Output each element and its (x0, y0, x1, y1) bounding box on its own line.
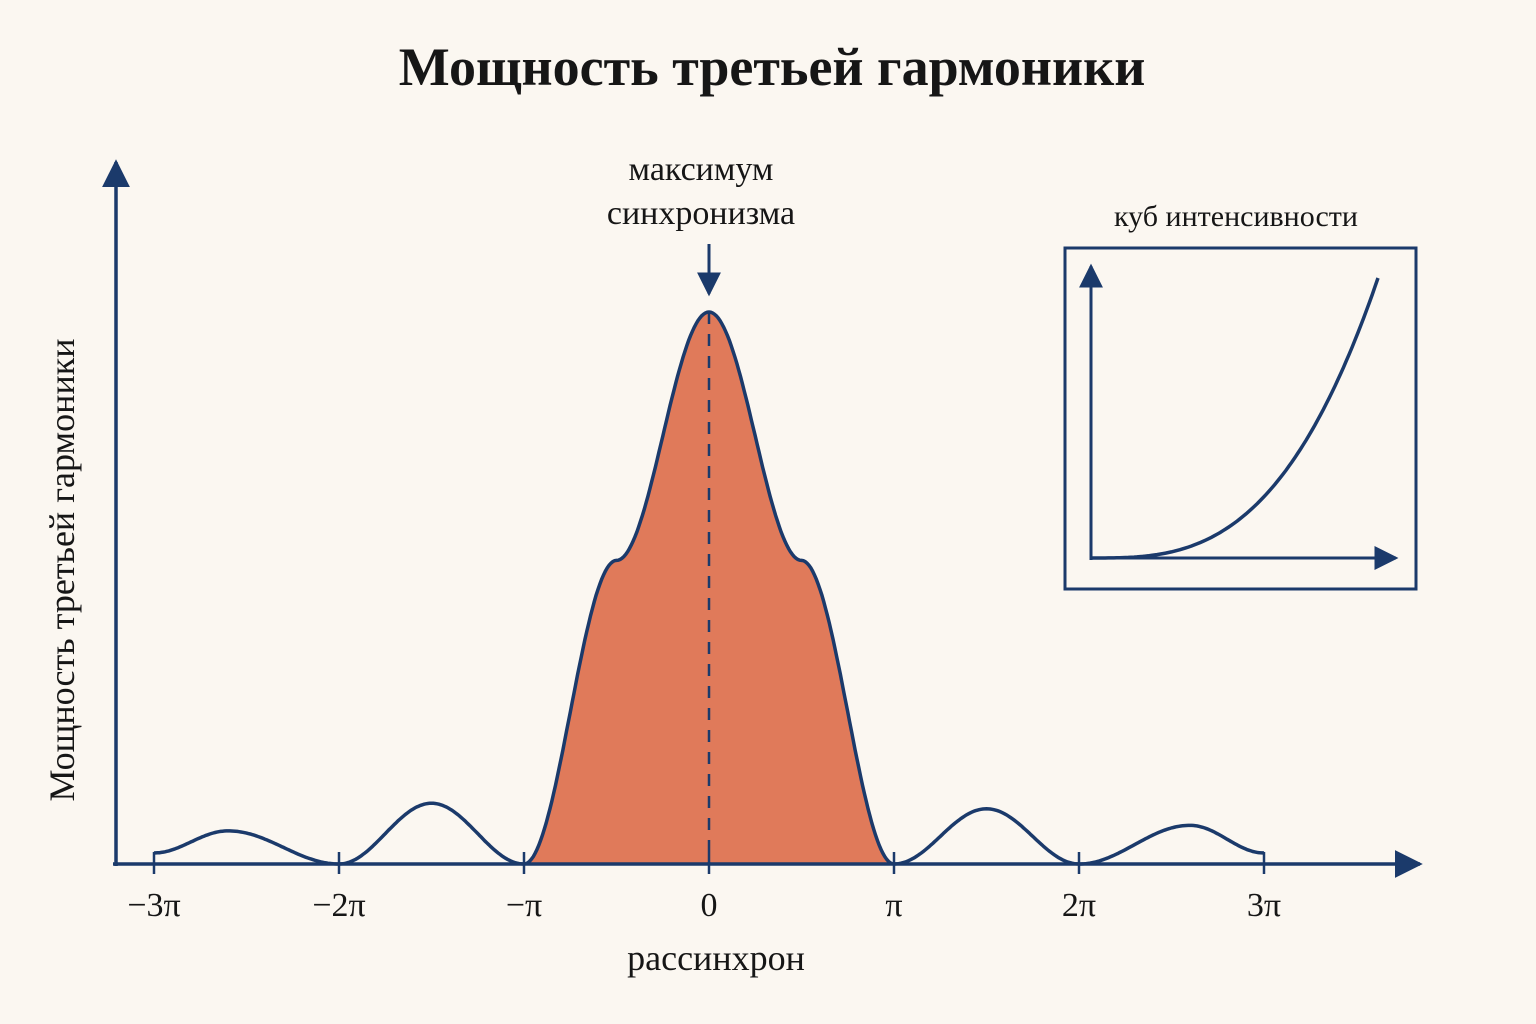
x-tick-label: −π (506, 887, 542, 924)
y-axis-label: Мощность третьей гармоники (42, 339, 82, 802)
annotation-line-2: синхронизма (607, 195, 795, 232)
annotation-line-1: максимум (629, 151, 774, 188)
x-tick-label: 3π (1247, 887, 1281, 924)
x-tick-label: 2π (1062, 887, 1096, 924)
chart-title: Мощность третьей гармоники (399, 37, 1146, 97)
inset-title: куб интенсивности (1114, 200, 1358, 233)
x-tick-label: π (885, 887, 902, 924)
inset-frame (1063, 246, 1418, 591)
x-tick-label: −3π (127, 887, 180, 924)
x-ticks: −3π −2π −π 0 π 2π 3π (127, 852, 1281, 924)
x-tick-label: 0 (701, 887, 718, 924)
x-axis-label: рассинхрон (627, 938, 805, 978)
x-tick-label: −2π (312, 887, 365, 924)
inset-cubic-curve (1091, 277, 1380, 560)
